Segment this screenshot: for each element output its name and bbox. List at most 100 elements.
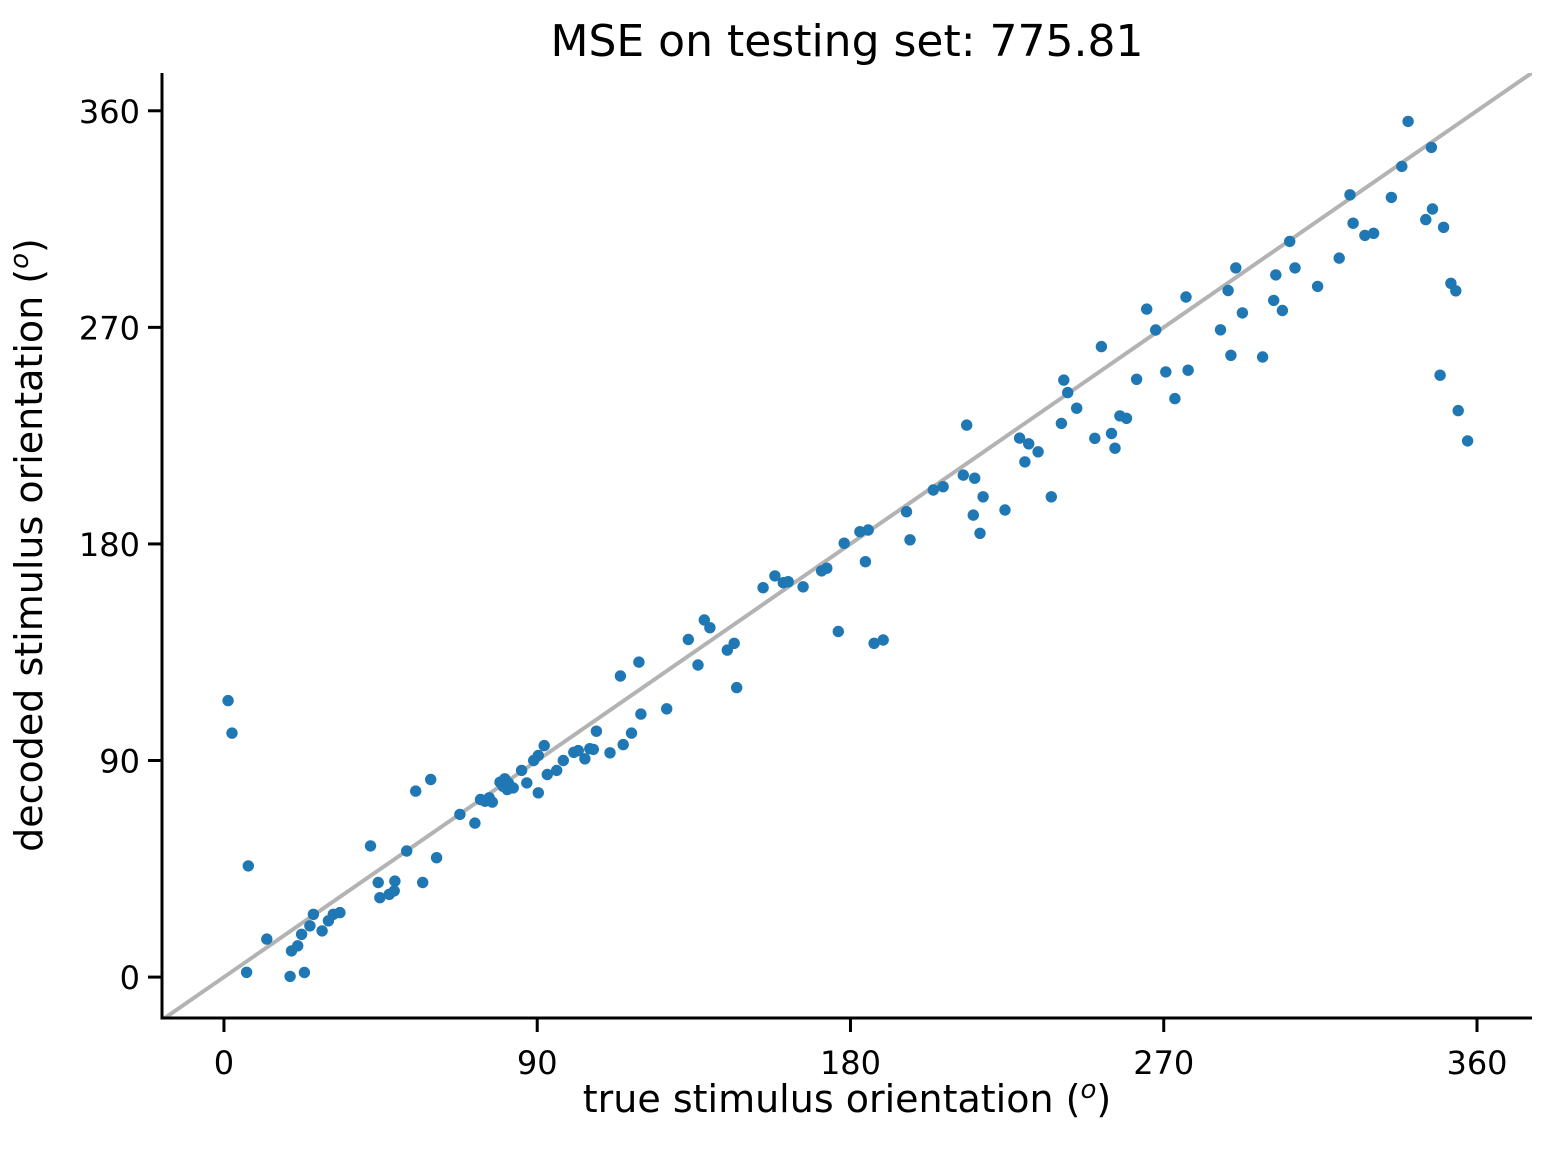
data-point xyxy=(1289,262,1301,274)
data-point xyxy=(1013,432,1026,444)
data-point xyxy=(1214,324,1227,336)
data-point xyxy=(572,744,584,757)
y-axis-label-sup: o xyxy=(5,253,35,269)
data-point xyxy=(334,906,346,919)
data-point xyxy=(590,725,603,737)
data-point xyxy=(757,582,769,594)
data-point xyxy=(1225,349,1237,361)
data-point xyxy=(515,764,528,777)
data-point xyxy=(226,727,238,739)
data-point xyxy=(692,659,704,671)
data-point xyxy=(1434,369,1446,381)
x-axis-label-text: true stimulus orientation ( xyxy=(583,1077,1081,1121)
data-point xyxy=(900,506,913,518)
data-point xyxy=(969,472,981,484)
data-point xyxy=(1150,324,1162,336)
data-point xyxy=(222,694,234,707)
data-point xyxy=(1461,435,1474,447)
data-point xyxy=(486,796,498,808)
data-point xyxy=(927,484,939,496)
y-tick-label: 0 xyxy=(120,959,140,997)
data-point xyxy=(633,656,645,668)
data-point xyxy=(425,773,437,786)
data-point xyxy=(635,708,647,720)
data-point xyxy=(532,787,544,799)
data-point xyxy=(1089,432,1101,444)
y-axis-label-text: decoded stimulus orientation ( xyxy=(7,269,51,852)
data-point xyxy=(295,928,308,940)
data-point xyxy=(507,782,519,794)
data-point xyxy=(1032,446,1044,458)
data-point xyxy=(782,576,794,588)
data-point xyxy=(769,570,781,582)
data-point xyxy=(242,860,254,872)
data-point xyxy=(551,764,563,777)
x-tick-label: 360 xyxy=(1446,1044,1507,1082)
x-axis: 0 90 180 270 360 true stimulus orientation (… xyxy=(160,1016,1532,1121)
data-point xyxy=(579,753,591,765)
data-point xyxy=(974,527,986,539)
data-point xyxy=(401,845,413,857)
data-point xyxy=(454,808,466,821)
y-axis-label-close: ) xyxy=(7,238,51,253)
y-tick-label: 180 xyxy=(79,526,140,564)
data-point xyxy=(862,524,874,536)
chart-title: MSE on testing set: 775.81 xyxy=(550,16,1143,67)
data-point xyxy=(1182,364,1194,376)
x-axis-label-sup: o xyxy=(1080,1075,1096,1105)
x-axis-label: true stimulus orientation (o) xyxy=(583,1075,1111,1121)
data-point xyxy=(1452,404,1464,417)
data-point xyxy=(904,534,916,546)
data-point xyxy=(977,491,989,503)
data-point xyxy=(797,581,809,593)
data-point xyxy=(1180,291,1192,303)
data-point xyxy=(868,637,880,649)
data-point xyxy=(1450,285,1462,297)
data-point xyxy=(832,625,844,638)
y-tick-label: 90 xyxy=(99,743,140,781)
data-point xyxy=(999,504,1011,516)
data-point xyxy=(838,537,850,549)
data-point xyxy=(1236,307,1249,319)
data-point xyxy=(1058,374,1070,386)
data-point xyxy=(1276,304,1289,317)
data-point xyxy=(877,634,889,646)
y-axis: 0 90 180 270 360 decoded stimulus orientatio… xyxy=(5,73,164,1020)
data-point xyxy=(364,840,377,852)
data-point xyxy=(1130,373,1143,385)
x-tick-label: 0 xyxy=(214,1044,234,1082)
data-point xyxy=(388,885,400,897)
data-point xyxy=(1019,456,1031,468)
data-point xyxy=(1062,386,1074,399)
data-point xyxy=(240,966,253,978)
data-point xyxy=(1420,213,1432,226)
data-point xyxy=(1359,229,1371,242)
data-point xyxy=(1284,235,1296,248)
data-point xyxy=(821,562,833,574)
data-point xyxy=(661,703,673,715)
x-axis-label-close: ) xyxy=(1096,1077,1111,1121)
data-point xyxy=(731,681,743,694)
data-point xyxy=(1141,303,1153,315)
data-point xyxy=(682,633,694,646)
data-point xyxy=(1268,294,1280,307)
data-point xyxy=(1160,366,1172,378)
data-point xyxy=(961,419,973,431)
data-point xyxy=(957,469,969,481)
data-point xyxy=(1402,115,1414,128)
data-point xyxy=(967,509,979,521)
data-point xyxy=(469,817,481,829)
data-point xyxy=(937,481,949,493)
data-point xyxy=(1425,141,1438,154)
data-point xyxy=(1270,269,1282,281)
data-point xyxy=(541,768,553,781)
data-point xyxy=(1311,280,1324,293)
data-point xyxy=(1045,491,1058,503)
data-point xyxy=(625,727,638,739)
data-point xyxy=(1120,412,1133,424)
data-point xyxy=(292,940,304,952)
data-point xyxy=(859,556,872,568)
data-point xyxy=(1169,392,1181,405)
data-point xyxy=(1095,340,1108,353)
